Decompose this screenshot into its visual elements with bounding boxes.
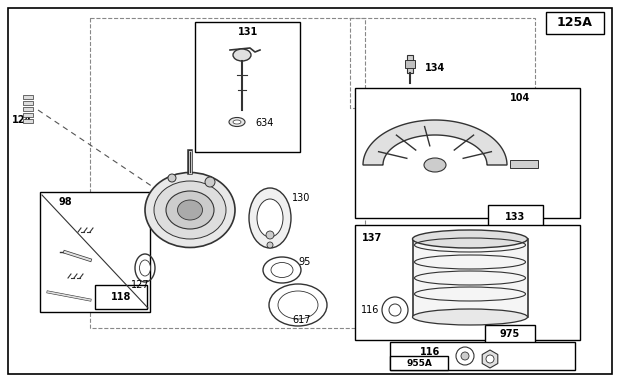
Bar — [485, 325, 535, 343]
Bar — [412, 239, 528, 317]
Text: 125A: 125A — [557, 16, 593, 29]
Bar — [390, 342, 575, 370]
Ellipse shape — [154, 181, 226, 239]
Bar — [120, 198, 145, 218]
Ellipse shape — [278, 291, 318, 319]
Ellipse shape — [229, 118, 245, 126]
Text: 134: 134 — [425, 63, 445, 73]
Bar — [90, 18, 365, 328]
Bar — [23, 107, 33, 111]
Bar — [23, 101, 33, 105]
Bar — [350, 18, 535, 108]
Bar — [23, 95, 33, 99]
Text: 98: 98 — [58, 197, 72, 207]
Bar — [405, 60, 415, 68]
Bar — [488, 205, 543, 229]
Text: 124: 124 — [12, 115, 32, 125]
Ellipse shape — [233, 49, 251, 61]
Bar — [23, 113, 33, 117]
Circle shape — [266, 231, 274, 239]
Bar — [510, 160, 538, 168]
Text: 617: 617 — [293, 315, 311, 325]
Text: 116: 116 — [361, 305, 379, 315]
Ellipse shape — [145, 173, 235, 248]
Ellipse shape — [412, 309, 528, 325]
Text: 104: 104 — [510, 93, 530, 103]
Text: 116: 116 — [420, 347, 440, 357]
Text: 634: 634 — [255, 118, 273, 128]
Text: 137: 137 — [362, 233, 383, 243]
Circle shape — [389, 304, 401, 316]
Circle shape — [205, 177, 215, 187]
Text: eReplacementParts.com: eReplacementParts.com — [234, 204, 386, 217]
Text: 955A: 955A — [406, 358, 432, 367]
Bar — [40, 192, 150, 312]
Bar — [95, 285, 147, 309]
Circle shape — [461, 352, 469, 360]
Polygon shape — [363, 120, 507, 165]
Ellipse shape — [166, 191, 214, 229]
Circle shape — [486, 355, 494, 363]
Bar — [195, 22, 300, 152]
Text: 133: 133 — [505, 212, 525, 222]
Ellipse shape — [424, 158, 446, 172]
Ellipse shape — [257, 199, 283, 237]
Circle shape — [267, 242, 273, 248]
Ellipse shape — [140, 260, 151, 276]
Ellipse shape — [412, 230, 528, 248]
Bar — [355, 225, 580, 340]
Text: 95: 95 — [298, 257, 311, 267]
Text: 975: 975 — [500, 329, 520, 339]
Ellipse shape — [271, 262, 293, 277]
Bar — [407, 55, 413, 73]
Bar — [390, 356, 448, 370]
Ellipse shape — [177, 200, 203, 220]
Text: 131: 131 — [238, 27, 258, 37]
Ellipse shape — [249, 188, 291, 248]
Text: 130: 130 — [292, 193, 311, 203]
Ellipse shape — [233, 120, 241, 124]
Circle shape — [168, 174, 176, 182]
Polygon shape — [482, 350, 498, 368]
Text: 127: 127 — [131, 280, 149, 290]
Bar — [23, 119, 33, 123]
Text: 118: 118 — [111, 292, 131, 302]
Bar — [546, 12, 604, 34]
Bar — [355, 88, 580, 218]
